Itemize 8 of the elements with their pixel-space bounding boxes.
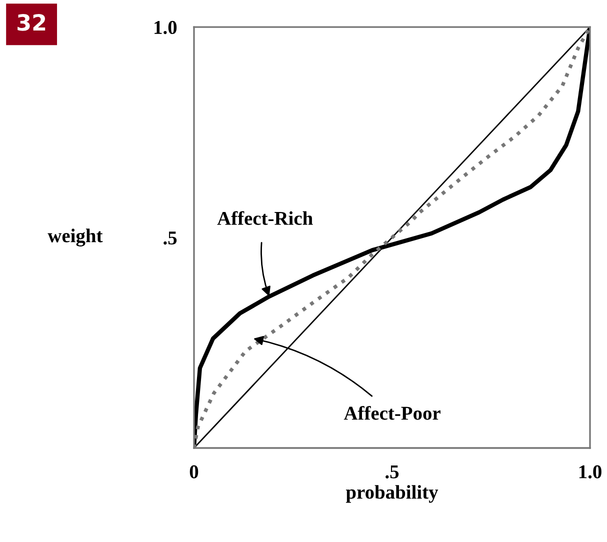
annotation: Affect-Rich: [217, 211, 313, 225]
annotation: Affect-Poor: [344, 406, 440, 420]
x-tick-label: 1.0: [579, 465, 602, 478]
text: 32: [18, 14, 46, 31]
x-tick-label: .5: [386, 465, 399, 478]
x-axis-title: probability: [346, 485, 438, 503]
x-tick-label: 0: [190, 465, 198, 478]
y-axis-title: weight: [48, 228, 103, 246]
